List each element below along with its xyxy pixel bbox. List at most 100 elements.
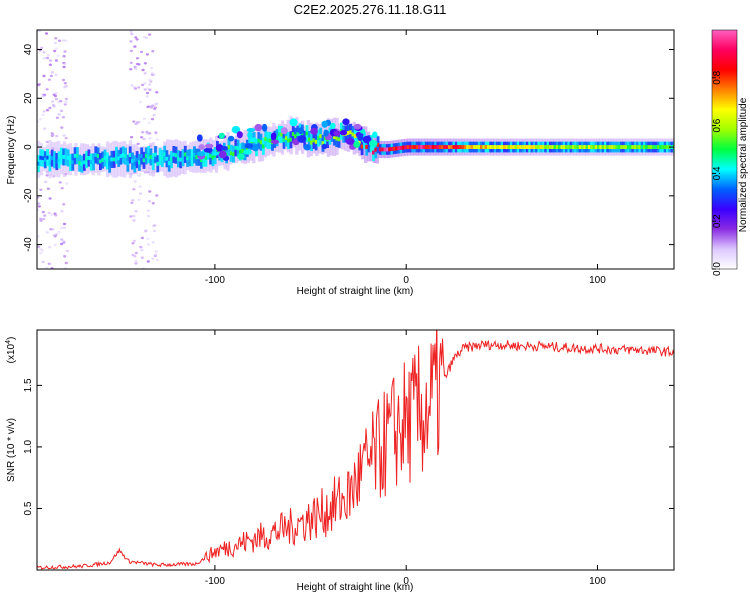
blob (345, 138, 355, 145)
ridge-core (190, 155, 194, 160)
ridge-core (649, 145, 653, 149)
noise-speck (130, 136, 134, 139)
noise-speck (54, 92, 58, 95)
ridge-core (103, 156, 107, 160)
noise-speck (134, 262, 138, 265)
ridge-core (470, 145, 474, 149)
noise-speck (138, 172, 142, 175)
noise-speck (132, 219, 136, 222)
ridge-core (280, 132, 283, 137)
blob (353, 141, 361, 148)
noise-speck (57, 230, 61, 234)
noise-speck (129, 30, 133, 33)
ridge-core (466, 145, 469, 149)
noise-speck (48, 106, 52, 110)
noise-speck (141, 68, 145, 72)
ridge-core (112, 157, 116, 162)
x-tick-label: 0 (403, 275, 409, 286)
blob (220, 146, 228, 151)
noise-speck (134, 260, 138, 263)
noise-speck (57, 113, 61, 116)
ridge-core (89, 160, 93, 164)
noise-speck (145, 53, 149, 56)
ridge-core (569, 145, 573, 149)
noise-speck (41, 113, 45, 117)
noise-speck (137, 63, 141, 66)
ridge-core (53, 157, 56, 162)
noise-speck (129, 61, 133, 64)
ridge-core (48, 160, 52, 165)
noise-speck (151, 202, 155, 205)
ridge-core (516, 145, 520, 149)
ridge-core (234, 145, 237, 150)
ridge-core (126, 161, 130, 166)
noise-speck (148, 88, 152, 91)
ridge-core (236, 146, 240, 151)
blob (244, 143, 254, 149)
noise-speck (42, 110, 46, 113)
ridge-core (530, 145, 534, 149)
ridge-core (523, 145, 527, 149)
ridge-core (537, 145, 540, 149)
ridge-core (560, 145, 563, 149)
ridge-core (633, 145, 637, 149)
ridge-core (544, 145, 547, 149)
ridge-core (643, 145, 646, 149)
noise-speck (135, 57, 140, 60)
colorbar-gradient (711, 29, 738, 270)
noise-speck (52, 105, 56, 108)
blob (270, 139, 280, 145)
ridge-core (87, 156, 91, 160)
noise-speck (41, 210, 45, 214)
ridge-core (55, 159, 58, 164)
ridge-core (629, 145, 632, 149)
noise-speck (59, 109, 64, 113)
ridge-core (305, 131, 309, 136)
noise-speck (48, 63, 53, 66)
noise-speck (143, 82, 147, 85)
ridge-core (652, 145, 655, 149)
ridge-core (422, 145, 426, 149)
noise-speck (54, 214, 58, 217)
ridge-core (431, 145, 435, 149)
noise-speck (53, 49, 57, 53)
ridge-core (404, 145, 407, 150)
noise-speck (62, 39, 66, 42)
ridge-core (218, 150, 221, 154)
ridge-core (46, 155, 49, 160)
ridge-core (438, 145, 442, 149)
ridge-core (94, 152, 97, 157)
ridge-core (482, 145, 485, 149)
ridge-core (427, 145, 430, 149)
ridge-core (636, 145, 639, 149)
ridge-core (172, 152, 175, 157)
blob (246, 127, 256, 133)
noise-speck (151, 50, 155, 53)
ridge-core (491, 145, 495, 149)
noise-speck (48, 197, 52, 200)
ridge-core (156, 161, 159, 166)
ridge-core (461, 145, 465, 149)
noise-speck (150, 104, 155, 107)
noise-speck (37, 83, 41, 86)
ridge-core (71, 160, 74, 165)
ridge-core (121, 153, 125, 157)
blob (261, 123, 268, 132)
noise-speck (134, 36, 138, 39)
noise-speck (152, 73, 156, 76)
ridge-core (138, 160, 141, 165)
ridge-core (459, 145, 462, 149)
ridge-core (154, 152, 157, 157)
noise-speck (142, 137, 146, 141)
blob (357, 133, 364, 142)
noise-speck (137, 198, 141, 201)
noise-speck (139, 50, 144, 54)
noise-speck (54, 73, 58, 76)
noise-speck (60, 126, 64, 129)
ridge-core (385, 147, 389, 152)
ridge-core (436, 145, 439, 149)
ridge-core (415, 145, 419, 149)
noise-speck (45, 231, 49, 234)
ridge-core (434, 145, 437, 149)
